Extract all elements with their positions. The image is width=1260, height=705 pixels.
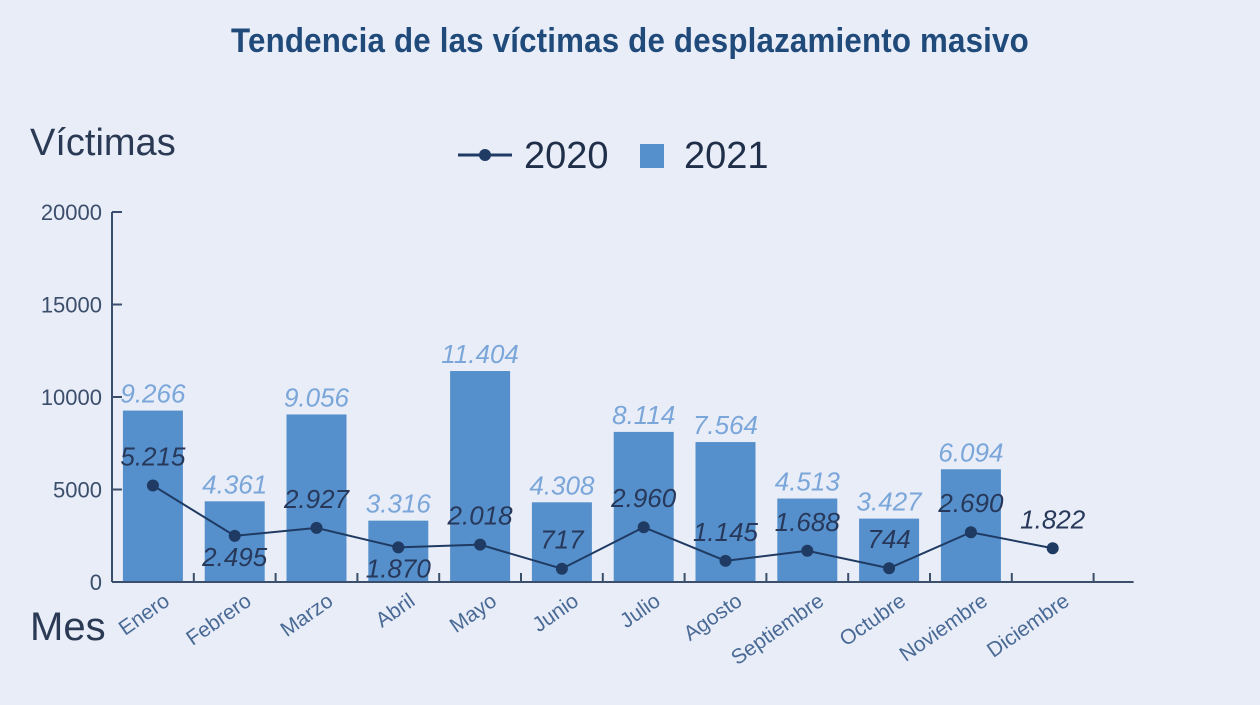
point-2020-agosto xyxy=(719,554,732,567)
x-tick-label: Mayo xyxy=(446,589,501,637)
x-tick-label: Septiembre xyxy=(727,589,828,669)
legend-bar-swatch xyxy=(640,144,664,168)
point-2020-octubre xyxy=(883,562,896,575)
x-tick-label: Diciembre xyxy=(983,589,1074,662)
point-label-2020: 1.870 xyxy=(366,553,432,583)
point-2020-febrero xyxy=(228,529,241,542)
point-label-2020: 717 xyxy=(540,525,585,555)
point-label-2020: 5.215 xyxy=(120,442,186,472)
point-2020-mayo xyxy=(474,538,487,551)
point-label-2020: 2.495 xyxy=(201,542,268,572)
point-label-2020: 1.822 xyxy=(1020,504,1086,534)
x-axis-label: Mes xyxy=(30,605,106,649)
point-2020-junio xyxy=(555,562,568,575)
x-tick-label: Junio xyxy=(528,589,582,637)
legend-line-marker xyxy=(479,149,491,161)
bar-label-2021: 9.056 xyxy=(284,382,350,412)
bar-2021-septiembre xyxy=(777,498,838,582)
point-2020-enero xyxy=(146,479,159,492)
bar-label-2021: 4.308 xyxy=(529,470,595,500)
point-label-2020: 2.927 xyxy=(283,484,351,514)
point-2020-julio xyxy=(637,521,650,534)
point-label-2020: 2.960 xyxy=(610,483,677,513)
point-label-2020: 744 xyxy=(867,524,910,554)
point-label-2020: 1.145 xyxy=(693,517,759,547)
bar-2021-marzo xyxy=(286,414,347,582)
x-tick-label: Enero xyxy=(115,589,174,640)
point-2020-septiembre xyxy=(801,544,814,557)
x-tick-label: Noviembre xyxy=(895,589,991,666)
x-tick-label: Febrero xyxy=(182,589,255,650)
y-axis-label: Víctimas xyxy=(30,122,176,164)
bar-2021-julio xyxy=(613,431,674,582)
bar-label-2021: 6.094 xyxy=(938,437,1003,467)
x-tick-label: Julio xyxy=(616,589,665,633)
bar-2021-noviembre xyxy=(940,469,1001,582)
point-2020-marzo xyxy=(310,521,323,534)
y-tick-label: 10000 xyxy=(41,385,102,410)
x-tick-label: Octubre xyxy=(836,589,910,651)
bar-label-2021: 8.114 xyxy=(612,400,675,430)
x-tick-label: Marzo xyxy=(276,589,337,641)
bar-label-2021: 4.361 xyxy=(202,469,267,499)
chart-title: Tendencia de las víctimas de desplazamie… xyxy=(231,22,1029,60)
bar-label-2021: 3.427 xyxy=(857,487,924,517)
y-tick-label: 15000 xyxy=(41,293,102,318)
point-2020-diciembre xyxy=(1046,542,1059,555)
legend-label-2021: 2021 xyxy=(684,135,769,177)
x-tick-label: Abril xyxy=(372,589,420,632)
legend-label-2020: 2020 xyxy=(524,135,609,177)
point-label-2020: 2.018 xyxy=(447,501,514,531)
x-tick-label: Agosto xyxy=(680,589,747,645)
bar-2021-enero xyxy=(122,410,183,582)
point-2020-noviembre xyxy=(964,526,977,539)
bar-label-2021: 11.404 xyxy=(441,339,519,369)
point-2020-abril xyxy=(392,541,405,554)
bar-label-2021: 7.564 xyxy=(693,410,758,440)
y-tick-label: 20000 xyxy=(41,200,102,225)
bar-label-2021: 9.266 xyxy=(120,379,186,409)
y-tick-label: 0 xyxy=(90,570,102,595)
point-label-2020: 1.688 xyxy=(775,507,841,537)
bar-label-2021: 4.513 xyxy=(775,467,841,497)
bar-label-2021: 3.316 xyxy=(366,489,432,519)
line-2020 xyxy=(152,484,1053,570)
point-label-2020: 2.690 xyxy=(937,488,1004,518)
y-tick-label: 5000 xyxy=(53,478,102,503)
